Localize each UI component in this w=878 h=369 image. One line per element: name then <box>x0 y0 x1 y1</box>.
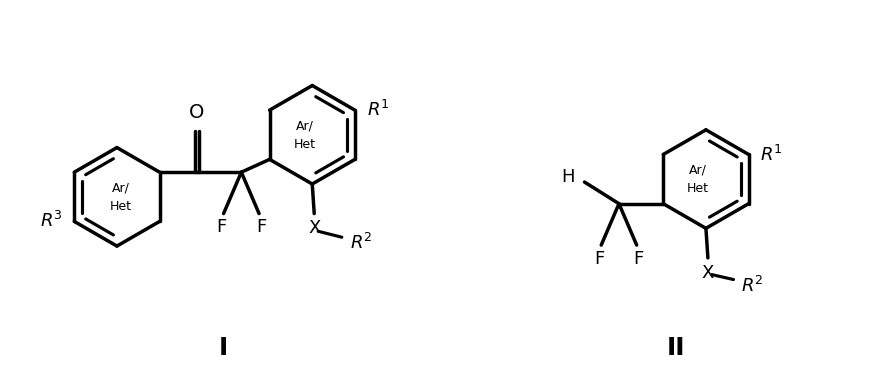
Text: $R^2$: $R^2$ <box>740 275 763 296</box>
Text: $R^1$: $R^1$ <box>759 144 782 165</box>
Text: X: X <box>307 220 320 238</box>
Text: X: X <box>701 264 713 282</box>
Text: I: I <box>219 337 227 361</box>
Text: Ar/: Ar/ <box>112 182 130 194</box>
Text: F: F <box>594 250 604 268</box>
Text: F: F <box>255 218 266 237</box>
Text: H: H <box>560 168 574 186</box>
Text: F: F <box>216 218 227 237</box>
Text: Ar/: Ar/ <box>688 164 706 177</box>
Text: Het: Het <box>110 200 132 213</box>
Text: $R^3$: $R^3$ <box>40 211 62 231</box>
Text: $R^2$: $R^2$ <box>349 233 371 253</box>
Text: Het: Het <box>687 182 709 196</box>
Text: $R^1$: $R^1$ <box>366 100 389 120</box>
Text: O: O <box>189 103 205 122</box>
Text: Het: Het <box>293 138 315 151</box>
Text: II: II <box>666 337 685 361</box>
Text: Ar/: Ar/ <box>295 120 313 132</box>
Text: F: F <box>633 250 643 268</box>
